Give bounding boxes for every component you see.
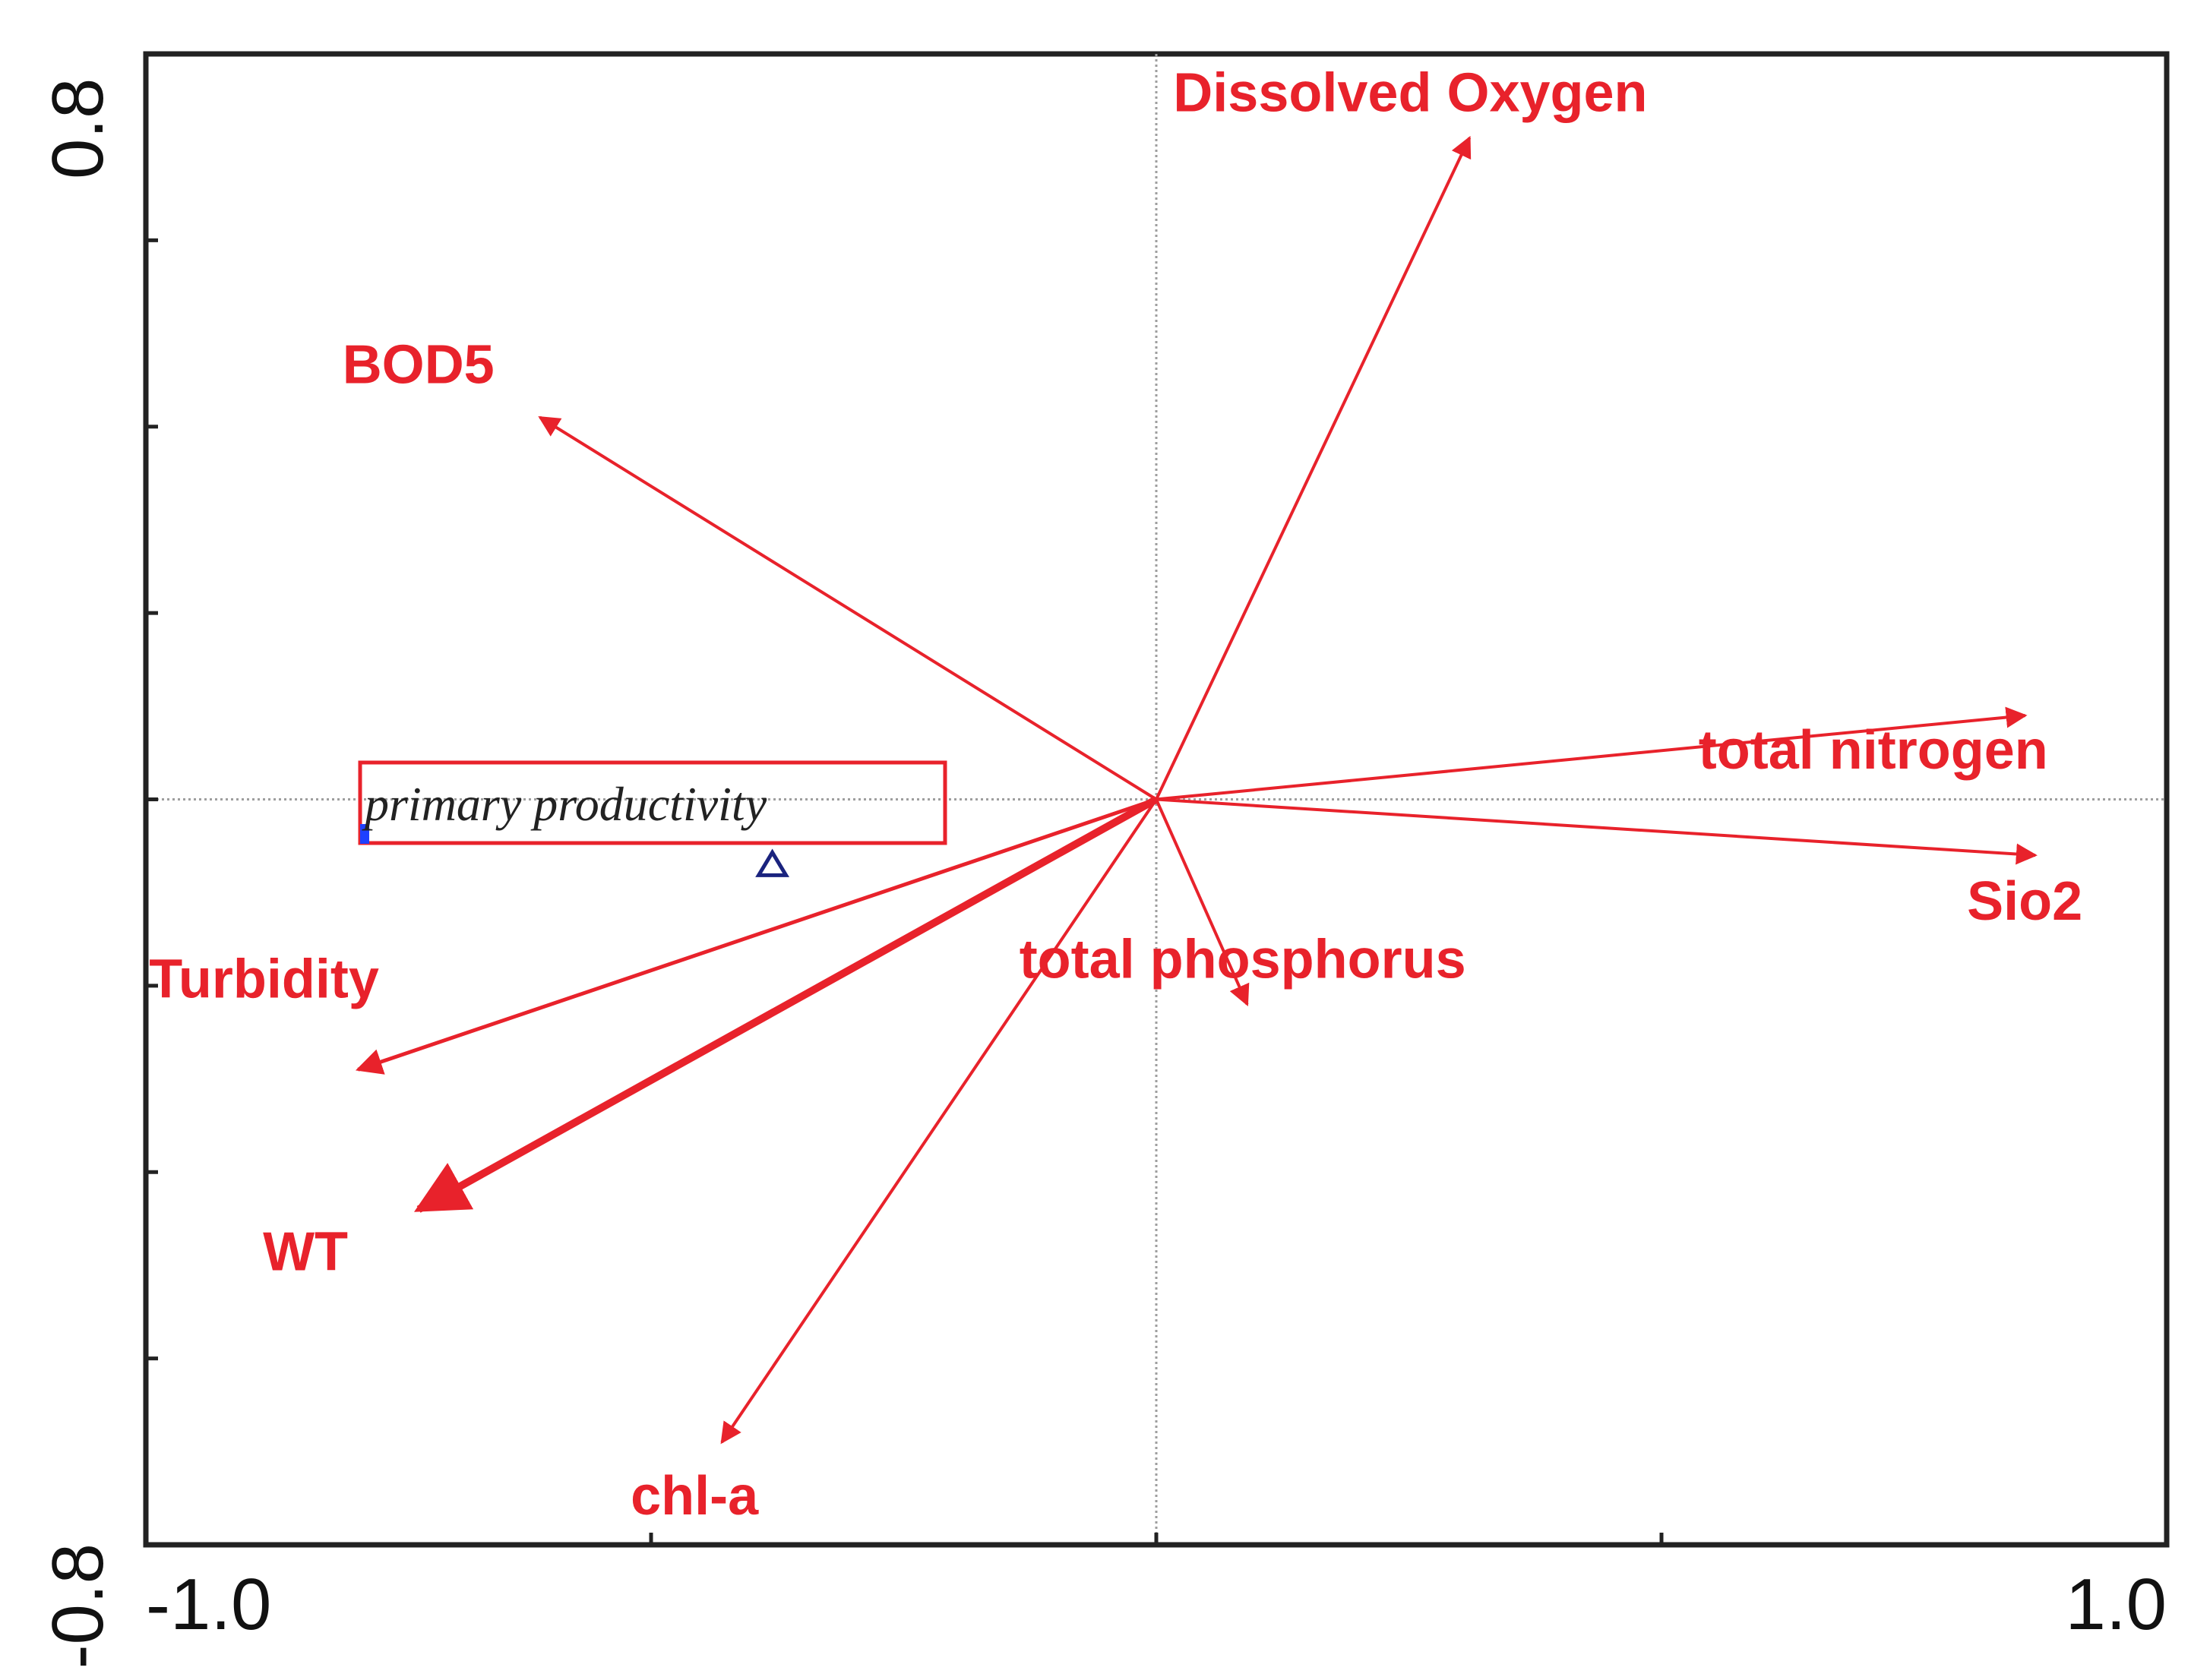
vector-arrow-total-phosphorus <box>1155 798 1250 1006</box>
vector-label-chl-a: chl-a <box>631 1466 759 1527</box>
vector-label-turbidity: Turbidity <box>149 949 379 1009</box>
vector-label-dissolved-oxygen: Dissolved Oxygen <box>1173 62 1647 123</box>
vector-label-bod5: BOD5 <box>343 334 495 395</box>
axis-ticks <box>144 52 2169 1547</box>
response-point-triangle <box>755 848 790 877</box>
vector-arrow-wt <box>413 796 1159 1213</box>
vector-label-total-nitrogen: total nitrogen <box>1699 720 2048 781</box>
axis-tick-labels: -1.0 1.0 0.8 -0.8 <box>37 78 2167 1669</box>
response-variable: primary productivity <box>358 760 947 877</box>
vector-arrow-turbidity <box>355 797 1157 1075</box>
vector-label-sio2: Sio2 <box>1967 871 2082 932</box>
response-label-box <box>358 760 947 845</box>
response-box-marker <box>360 824 369 844</box>
x-tick-label-max: 1.0 <box>2066 1564 2167 1645</box>
x-tick-label-min: -1.0 <box>146 1564 271 1645</box>
vector-arrow-sio2 <box>1156 797 2038 865</box>
y-tick-label-min: -0.8 <box>37 1543 119 1669</box>
vector-label-total-phosphorus: total phosphorus <box>1020 929 1466 990</box>
vector-series: Dissolved Oxygen BOD5 total nitrogen Sio2 to… <box>149 62 2082 1527</box>
vector-arrow-dissolved-oxygen <box>1155 135 1472 801</box>
vector-arrow-total-nitrogen <box>1156 706 2028 801</box>
y-tick-label-max: 0.8 <box>37 78 119 179</box>
vector-arrow-bod5 <box>538 415 1158 801</box>
vector-arrow-chl-a <box>720 798 1158 1445</box>
vector-label-wt: WT <box>263 1221 348 1282</box>
response-label: primary productivity <box>362 777 767 831</box>
